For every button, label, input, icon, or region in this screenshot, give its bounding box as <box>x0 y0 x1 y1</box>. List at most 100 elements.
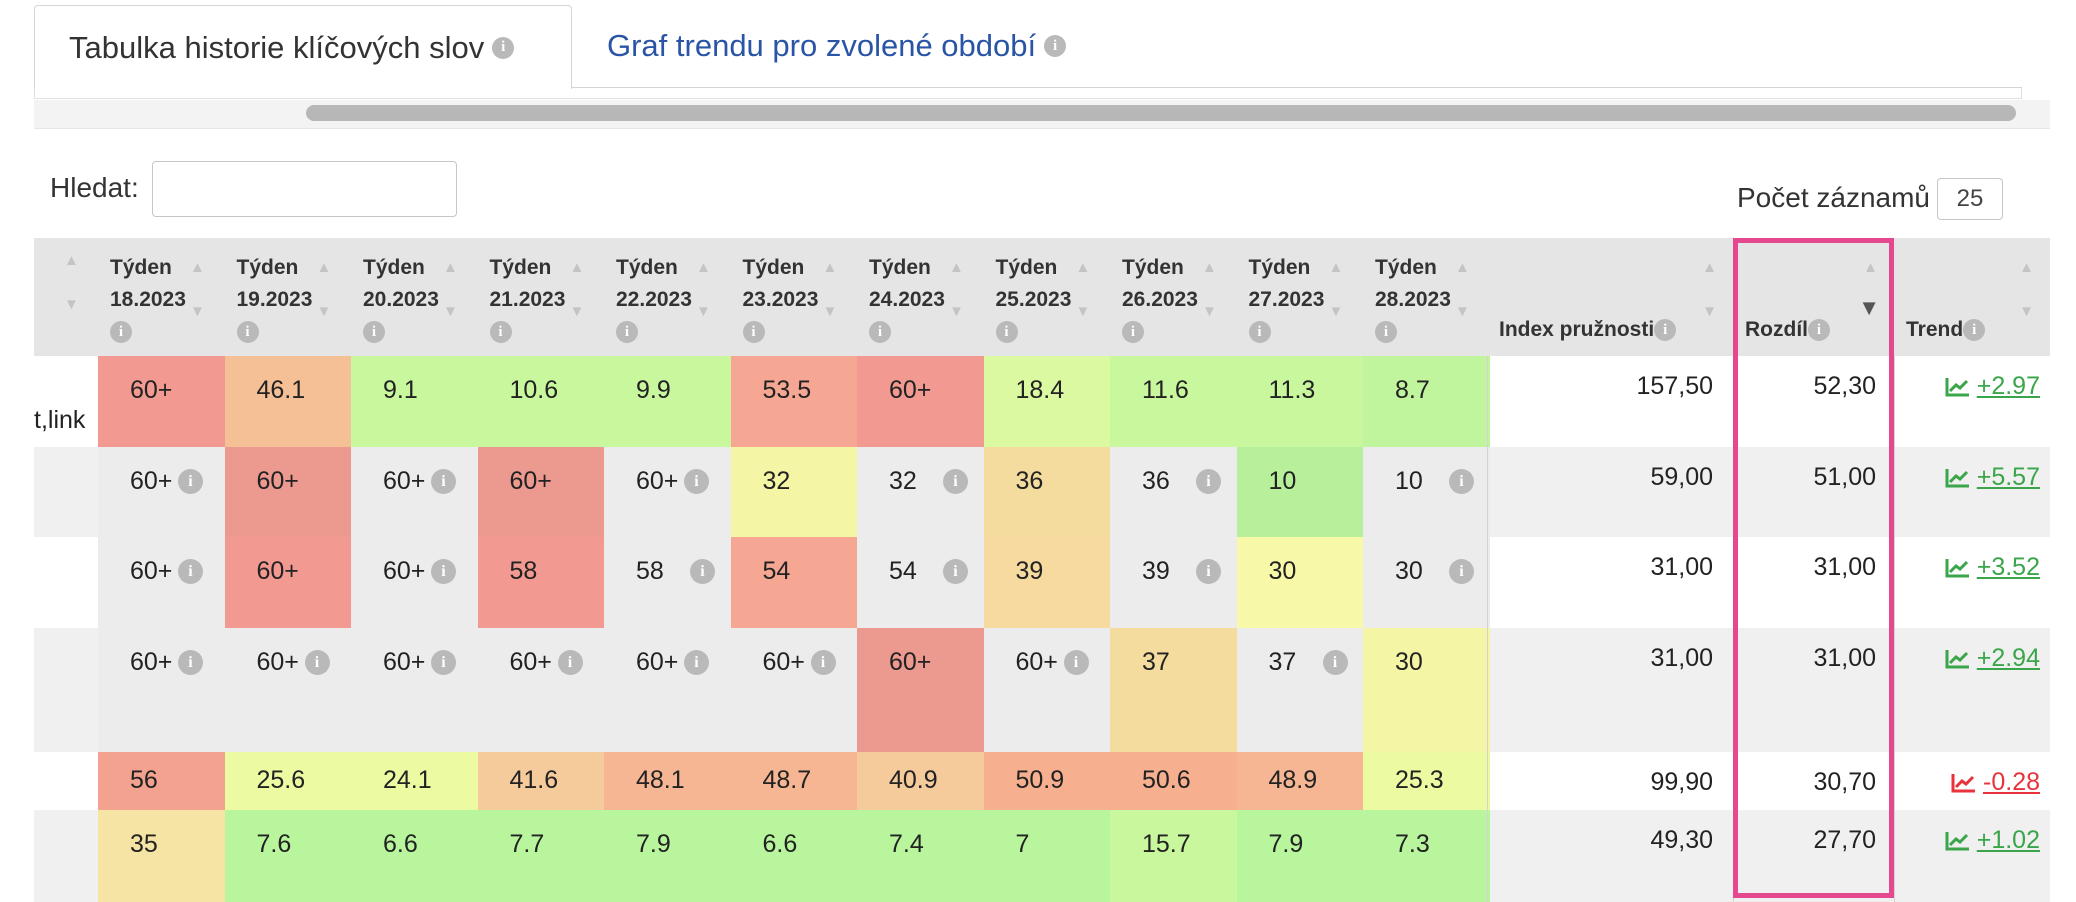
sort-desc-icon[interactable]: ▼ <box>1202 303 1217 320</box>
sort-desc-icon[interactable]: ▼ <box>2019 303 2034 320</box>
sort-desc-icon[interactable]: ▼ <box>443 303 458 320</box>
info-icon[interactable]: i <box>742 321 765 344</box>
info-icon[interactable]: i <box>236 321 259 344</box>
trend-link[interactable]: +1.02 <box>1945 826 2040 855</box>
sort-desc-icon[interactable]: ▼ <box>1858 295 1880 320</box>
info-icon[interactable]: i <box>616 321 638 344</box>
trend-link[interactable]: -0.28 <box>1951 768 2040 797</box>
column-header-week[interactable]: Týden 26.2023 i ▲ ▼ <box>1110 238 1237 356</box>
sort-desc-icon[interactable]: ▼ <box>1328 303 1344 320</box>
sort-desc-icon[interactable]: ▼ <box>1455 303 1470 320</box>
info-icon[interactable]: i <box>1808 319 1830 342</box>
info-icon[interactable]: i <box>943 559 968 584</box>
info-icon[interactable]: i <box>178 559 203 584</box>
info-icon[interactable]: i <box>684 469 709 494</box>
column-header-trend[interactable]: Trend i ▲ ▼ <box>1894 238 2050 356</box>
column-header-week[interactable]: Týden 25.2023 i ▲ ▼ <box>984 238 1111 356</box>
info-icon[interactable]: i <box>1963 319 1986 342</box>
sort-asc-icon[interactable]: ▲ <box>949 259 964 276</box>
sort-asc-icon[interactable]: ▲ <box>190 259 205 276</box>
sort-asc-icon[interactable]: ▲ <box>1202 259 1217 276</box>
info-icon[interactable]: i <box>489 321 512 344</box>
info-icon[interactable]: i <box>1063 650 1089 675</box>
column-header-week[interactable]: Týden 19.2023 i ▲ ▼ <box>225 238 352 356</box>
sort-asc-icon[interactable]: ▲ <box>696 259 711 276</box>
info-icon[interactable]: i <box>1449 469 1474 494</box>
info-icon[interactable]: i <box>492 36 515 59</box>
info-icon[interactable]: i <box>178 650 203 675</box>
info-icon[interactable]: i <box>1322 650 1348 675</box>
info-icon[interactable]: i <box>1122 321 1144 344</box>
sort-desc-icon[interactable]: ▼ <box>696 303 711 320</box>
horizontal-scrollbar-thumb[interactable] <box>306 105 2016 121</box>
week-title: Týden <box>742 256 805 279</box>
sort-desc-icon[interactable]: ▼ <box>949 303 964 320</box>
sort-asc-icon[interactable]: ▲ <box>443 259 458 276</box>
sort-asc-icon[interactable]: ▲ <box>1075 259 1091 276</box>
sort-asc-icon[interactable]: ▲ <box>316 259 332 276</box>
info-icon[interactable]: i <box>431 469 456 494</box>
sort-asc-icon[interactable]: ▲ <box>2019 259 2034 276</box>
info-icon[interactable]: i <box>557 650 583 675</box>
info-icon[interactable]: i <box>431 650 456 675</box>
sort-desc-icon[interactable]: ▼ <box>1702 303 1717 320</box>
sort-asc-icon[interactable]: ▲ <box>1863 259 1878 276</box>
trend-link[interactable]: +2.97 <box>1945 372 2040 401</box>
sort-desc-icon[interactable]: ▼ <box>316 303 332 320</box>
sort-desc-icon[interactable]: ▼ <box>190 303 205 320</box>
column-header-label: Týden 20.2023 i <box>363 252 439 348</box>
sort-asc-icon[interactable]: ▲ <box>1328 259 1344 276</box>
column-header-index[interactable]: Index pružnosti i ▲ ▼ <box>1487 238 1733 356</box>
info-icon[interactable]: i <box>690 559 715 584</box>
column-header-week[interactable]: Týden 20.2023 i ▲ ▼ <box>351 238 478 356</box>
sort-asc-icon[interactable]: ▲ <box>569 259 585 276</box>
info-icon[interactable]: i <box>1248 321 1271 344</box>
sort-asc-icon[interactable]: ▲ <box>822 259 838 276</box>
info-icon[interactable]: i <box>110 321 132 344</box>
trend-link[interactable]: +5.57 <box>1945 463 2040 492</box>
tab-trend-chart[interactable]: Graf trendu pro zvolené období i <box>607 5 1067 87</box>
trend-link[interactable]: +3.52 <box>1945 553 2040 582</box>
tab-label: Graf trendu pro zvolené období <box>607 28 1037 63</box>
position-cell: 60+ i <box>351 537 478 628</box>
trend-link[interactable]: +2.94 <box>1945 644 2040 673</box>
column-header-label: Týden 27.2023 i <box>1248 252 1324 348</box>
info-icon[interactable]: i <box>1654 319 1677 342</box>
keyword-cell[interactable]: t,link <box>34 406 86 434</box>
sort-desc-icon[interactable]: ▼ <box>1075 303 1091 320</box>
column-header-week[interactable]: Týden 22.2023 i ▲ ▼ <box>604 238 731 356</box>
info-icon[interactable]: i <box>869 321 891 344</box>
sort-asc-icon[interactable]: ▲ <box>1455 259 1470 276</box>
info-icon[interactable]: i <box>1196 469 1221 494</box>
info-icon[interactable]: i <box>1449 559 1474 584</box>
info-icon[interactable]: i <box>431 559 456 584</box>
column-header-week[interactable]: Týden 28.2023 i ▲ ▼ <box>1363 238 1490 356</box>
diff-value: 30,70 <box>1813 768 1876 796</box>
column-header-diff[interactable]: Rozdíl i ▲ ▼ <box>1733 238 1894 356</box>
tab-keyword-history-table[interactable]: Tabulka historie klíčových slov i <box>34 5 572 89</box>
info-icon[interactable]: i <box>1044 35 1067 57</box>
info-icon[interactable]: i <box>178 469 203 494</box>
info-icon[interactable]: i <box>943 469 968 494</box>
info-icon[interactable]: i <box>684 650 709 675</box>
info-icon[interactable]: i <box>1375 321 1397 344</box>
column-header-week[interactable]: Týden 23.2023 i ▲ ▼ <box>731 238 858 356</box>
search-input[interactable] <box>152 161 457 217</box>
sort-desc-icon[interactable]: ▼ <box>569 303 585 320</box>
info-icon[interactable]: i <box>363 321 385 344</box>
sort-asc-icon[interactable]: ▲ <box>1702 259 1717 276</box>
info-icon[interactable]: i <box>1196 559 1221 584</box>
page-size-select[interactable]: 25 <box>1937 178 2003 220</box>
position-value: 37 <box>1142 648 1170 676</box>
info-icon[interactable]: i <box>810 650 836 675</box>
sort-asc-icon[interactable]: ▲ <box>64 252 79 269</box>
sort-desc-icon[interactable]: ▼ <box>64 296 79 313</box>
info-icon[interactable]: i <box>995 321 1018 344</box>
position-cell: 36 i <box>1110 447 1237 537</box>
column-header-week[interactable]: Týden 27.2023 i ▲ ▼ <box>1237 238 1364 356</box>
column-header-week[interactable]: Týden 18.2023 i ▲ ▼ <box>98 238 225 356</box>
column-header-week[interactable]: Týden 21.2023 i ▲ ▼ <box>478 238 605 356</box>
info-icon[interactable]: i <box>304 650 330 675</box>
column-header-week[interactable]: Týden 24.2023 i ▲ ▼ <box>857 238 984 356</box>
sort-desc-icon[interactable]: ▼ <box>822 303 838 320</box>
